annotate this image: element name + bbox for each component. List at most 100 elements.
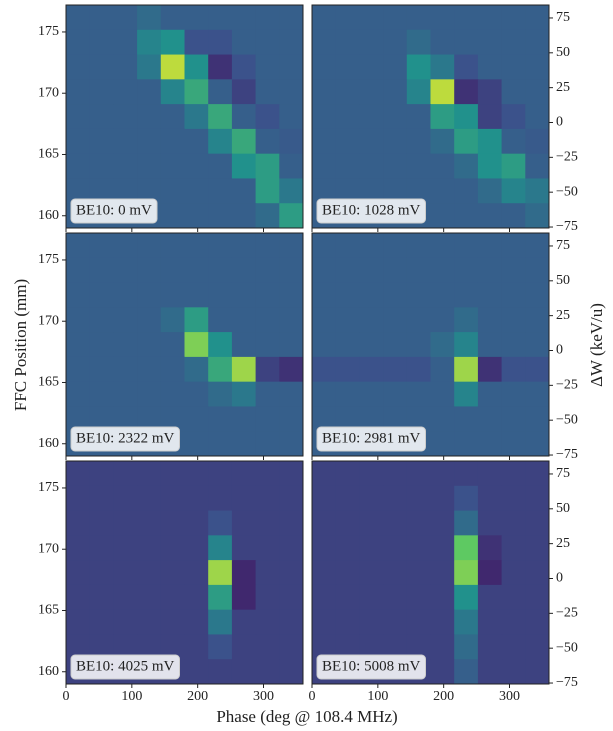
heatmap-cell (454, 258, 478, 283)
heatmap-cell (454, 406, 478, 431)
x-tick-label: 100 (367, 689, 388, 704)
heatmap-cell (407, 79, 431, 104)
heatmap-cell (407, 55, 431, 80)
heatmap-cell (232, 535, 256, 560)
heatmap-cell (208, 55, 232, 80)
heatmap-cell (312, 610, 336, 635)
y-tick-label: 170 (38, 541, 59, 556)
heatmap-cell (113, 610, 137, 635)
heatmap-cell (454, 382, 478, 407)
y2-tick-label: 25 (556, 308, 570, 323)
heatmap-cell (454, 486, 478, 511)
heatmap-cell (336, 283, 360, 308)
heatmap-cell (431, 431, 455, 456)
heatmap-cell (256, 431, 280, 456)
heatmap-cell (359, 610, 383, 635)
heatmap-cell (383, 104, 407, 129)
heatmap-cell (232, 104, 256, 129)
heatmap-cell (161, 382, 185, 407)
heatmap-cell (113, 258, 137, 283)
heatmap-cell (312, 55, 336, 80)
heatmap-cell (502, 560, 526, 585)
heatmap-cell (113, 5, 137, 30)
x-tick-label: 200 (433, 689, 454, 704)
heatmap-cell (66, 129, 90, 154)
heatmap-cell (208, 634, 232, 659)
heatmap-cell (502, 511, 526, 536)
heatmap-cell (312, 560, 336, 585)
heatmap-cell (336, 5, 360, 30)
heatmap-cell (161, 203, 185, 228)
heatmap-cell (312, 154, 336, 179)
x-axis-label: Phase (deg @ 108.4 MHz) (216, 707, 397, 726)
page: {"chart_data": {"type": "heatmap", "xlab… (0, 0, 613, 731)
heatmap-cell (431, 486, 455, 511)
heatmap-cell (407, 332, 431, 357)
y-axis-label: FFC Position (mm) (11, 279, 30, 411)
heatmap-cell (478, 332, 502, 357)
panel-label: BE10: 4025 mV (76, 658, 175, 674)
heatmap-cell (185, 233, 209, 258)
heatmap-cell (383, 461, 407, 486)
y2-tick-label: 75 (556, 466, 570, 481)
heatmap-cell (137, 585, 161, 610)
heatmap-cell (279, 129, 303, 154)
heatmap-cell (431, 203, 455, 228)
heatmap-cell (256, 486, 280, 511)
heatmap-cell (232, 431, 256, 456)
heatmap-cell (185, 431, 209, 456)
heatmap-cell (502, 55, 526, 80)
heatmap-cell (232, 406, 256, 431)
heatmap-cell (407, 233, 431, 258)
heatmap-cell (383, 307, 407, 332)
y2-tick-label: 0 (556, 343, 563, 358)
heatmap-cell (383, 486, 407, 511)
heatmap-cell (454, 610, 478, 635)
heatmap-cell (431, 332, 455, 357)
heatmap-cell (256, 55, 280, 80)
heatmap-cell (185, 406, 209, 431)
heatmap-cell (279, 55, 303, 80)
heatmap-cell (478, 233, 502, 258)
heatmap-cell (502, 30, 526, 55)
heatmap-cell (161, 486, 185, 511)
panel: 0100200300160165170175BE10: 4025 mV (38, 461, 304, 704)
heatmap-cell (478, 659, 502, 684)
heatmap-cell (279, 406, 303, 431)
heatmap-cell (525, 79, 549, 104)
heatmap-cell (502, 634, 526, 659)
heatmap-cell (336, 461, 360, 486)
heatmap-cell (359, 461, 383, 486)
heatmap-cell (336, 382, 360, 407)
heatmap-cell (478, 154, 502, 179)
heatmap-cell (478, 406, 502, 431)
heatmap-cell (431, 406, 455, 431)
heatmap-cell (454, 332, 478, 357)
heatmap-cell (336, 154, 360, 179)
heatmap-cell (502, 104, 526, 129)
heatmap-cell (185, 659, 209, 684)
heatmap-cell (431, 610, 455, 635)
heatmap-cell (90, 129, 114, 154)
heatmap-cell (478, 535, 502, 560)
panel-label: BE10: 2981 mV (322, 430, 421, 446)
heatmap-cell (66, 258, 90, 283)
heatmap-cell (90, 283, 114, 308)
x-tick-label: 300 (499, 689, 520, 704)
chart: Phase (deg @ 108.4 MHz) FFC Position (mm… (0, 0, 613, 731)
heatmap-cell (90, 55, 114, 80)
heatmap-cell (383, 79, 407, 104)
heatmap-cell (454, 461, 478, 486)
heatmap-cell (525, 104, 549, 129)
heatmap-cell (431, 154, 455, 179)
heatmap-cell (137, 5, 161, 30)
heatmap-cell (208, 431, 232, 456)
heatmap-cell (279, 659, 303, 684)
heatmap-cell (336, 511, 360, 536)
heatmap-cell (454, 55, 478, 80)
heatmap-cell (208, 486, 232, 511)
heatmap-cell (232, 154, 256, 179)
heatmap-cell (256, 560, 280, 585)
heatmap-cell (454, 560, 478, 585)
heatmap-cell (359, 283, 383, 308)
